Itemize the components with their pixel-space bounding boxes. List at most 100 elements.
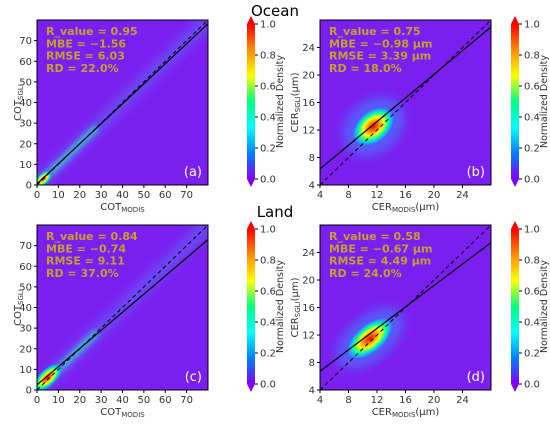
density-layer — [320, 20, 491, 185]
fit-line — [37, 23, 208, 185]
y-tick-label: 60 — [19, 262, 32, 273]
section-title-land: Land — [257, 203, 294, 221]
x-axis-label: CERMODIS(μm) — [372, 202, 440, 214]
x-tick-label: 50 — [138, 395, 151, 406]
y-axis-label-base: COT — [13, 304, 24, 326]
colorbar-tick-label: 0.8 — [524, 51, 540, 62]
x-tick-label: 20 — [73, 395, 86, 406]
x-axis-label: COTMODIS — [100, 202, 145, 214]
colorbar-bottom-arrow — [247, 179, 255, 187]
y-tick-label: 20 — [302, 71, 315, 82]
colorbar-label: Normalized Density — [539, 55, 550, 148]
x-tick-label: 4 — [317, 190, 323, 201]
colorbar-tick-label: 0.6 — [260, 287, 276, 298]
colorbar-tick-label: 0.4 — [260, 113, 276, 124]
x-tick-label: 4 — [317, 395, 323, 406]
y-axis-label-sub: SGLI — [294, 96, 302, 112]
one-to-one-line — [320, 20, 491, 185]
x-tick-label: 20 — [428, 395, 441, 406]
y-axis-label-sub: SGLI — [17, 84, 25, 100]
x-axis-label-base: COT — [100, 202, 122, 213]
x-axis-label-unit: (μm) — [415, 407, 439, 418]
stat-line: R_value = 0.58 — [329, 230, 421, 243]
panel-tag: (b) — [467, 165, 485, 180]
stat-line: RMSE = 9.11 — [46, 255, 125, 268]
x-tick-label: 20 — [73, 190, 86, 201]
colorbar-tick-label: 0.4 — [524, 113, 540, 124]
x-axis-label-base: COT — [100, 407, 122, 418]
density-peak — [37, 362, 64, 390]
colorbar-bar — [511, 229, 519, 384]
x-tick-label: 10 — [52, 395, 65, 406]
colorbar-tick-label: 0.2 — [524, 349, 540, 360]
y-tick-label: 20 — [19, 139, 32, 150]
x-tick-label: 8 — [345, 190, 351, 201]
colorbar-tick-label: 0.8 — [260, 51, 276, 62]
stat-line: MBE = −0.98 μm — [329, 37, 432, 50]
x-axis-label-unit: (μm) — [415, 202, 439, 213]
x-tick-label: 16 — [399, 190, 412, 201]
colorbar-bottom-arrow — [511, 384, 519, 392]
x-tick-label: 20 — [428, 190, 441, 201]
y-tick-label: 16 — [302, 303, 315, 314]
colorbar-top-arrow — [247, 221, 255, 229]
colorbar-tick-label: 0.6 — [524, 82, 540, 93]
section-title-ocean: Ocean — [251, 2, 299, 20]
colorbar-tick-label: 0.8 — [260, 256, 276, 267]
colorbar-tick-label: 0.8 — [524, 256, 540, 267]
x-axis-label-sub: MODIS — [392, 411, 416, 419]
x-tick-label: 60 — [159, 190, 172, 201]
density-layer — [320, 225, 491, 390]
colorbar-tick-label: 0.0 — [260, 175, 276, 186]
colorbar-tick-label: 0.2 — [524, 144, 540, 155]
y-tick-label: 40 — [19, 98, 32, 109]
y-tick-label: 50 — [19, 77, 32, 88]
panel-d: 4 8 12 16 20 244812162024CERMODIS(μm)CERSGLI(… — [290, 221, 550, 419]
colorbar-tick-label: 0.6 — [524, 287, 540, 298]
one-to-one-line — [320, 225, 491, 390]
colorbar-tick-label: 0.0 — [524, 175, 540, 186]
colorbar-tick-label: 0.2 — [260, 349, 276, 360]
panel-a: 0 10 20 30 40 50 60 70010203040506070COTMODISCO… — [13, 16, 286, 214]
stat-line: RMSE = 4.49 μm — [329, 255, 431, 268]
colorbar-top-arrow — [511, 221, 519, 229]
x-tick-label: 24 — [456, 190, 469, 201]
y-axis-label: COTSGLI — [13, 84, 25, 121]
colorbar-tick-label: 1.0 — [260, 225, 276, 236]
y-tick-label: 0 — [26, 386, 32, 397]
x-axis-label-sub: MODIS — [392, 206, 416, 214]
colorbar-label: Normalized Density — [539, 260, 550, 353]
colorbar-tick-label: 0.4 — [524, 318, 540, 329]
x-tick-label: 16 — [399, 395, 412, 406]
y-axis-label-unit: (μm) — [290, 72, 301, 96]
fit-line — [320, 242, 491, 372]
stat-line: MBE = −0.74 — [46, 242, 126, 255]
stat-line: R_value = 0.84 — [46, 230, 138, 243]
y-tick-label: 12 — [302, 126, 315, 137]
x-tick-label: 12 — [371, 190, 384, 201]
x-tick-label: 40 — [116, 190, 129, 201]
x-axis-label: CERMODIS(μm) — [372, 407, 440, 419]
stat-line: RMSE = 6.03 — [46, 50, 125, 63]
panels: 0 10 20 30 40 50 60 70010203040506070COTMODISCO… — [13, 16, 550, 419]
panel-b: 4 8 12 16 20 244812162024CERMODIS(μm)CERSGLI(… — [290, 16, 550, 214]
y-tick-label: 60 — [19, 57, 32, 68]
y-tick-label: 16 — [302, 98, 315, 109]
y-tick-label: 50 — [19, 282, 32, 293]
colorbar-tick-label: 1.0 — [524, 20, 540, 31]
y-tick-label: 24 — [302, 43, 315, 54]
stat-line: MBE = −0.67 μm — [329, 242, 432, 255]
colorbar-tick-label: 1.0 — [260, 20, 276, 31]
colorbar-tick-label: 0.0 — [260, 380, 276, 391]
y-tick-label: 70 — [19, 241, 32, 252]
x-tick-label: 40 — [116, 395, 129, 406]
y-axis-label: COTSGLI — [13, 289, 25, 326]
density-layer — [37, 20, 208, 185]
fit-line — [320, 26, 491, 170]
y-axis-label: CERSGLI(μm) — [290, 277, 302, 337]
y-axis-label: CERSGLI(μm) — [290, 72, 302, 132]
y-tick-label: 40 — [19, 303, 32, 314]
colorbar-tick-label: 1.0 — [524, 225, 540, 236]
y-tick-label: 12 — [302, 331, 315, 342]
x-axis-label-sub: MODIS — [121, 411, 145, 419]
